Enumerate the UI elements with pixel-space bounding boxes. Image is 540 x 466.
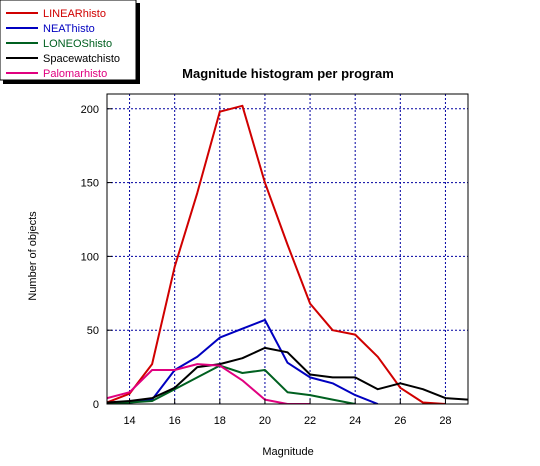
- y-tick-label: 200: [81, 104, 99, 116]
- series-line-spacewatchisto: [107, 346, 468, 404]
- series-lines: [107, 104, 468, 404]
- x-tick-label: 20: [259, 415, 271, 427]
- legend-entry-label: LONEOShisto: [43, 38, 112, 50]
- series-line-linearhisto: [107, 104, 446, 404]
- y-tick-label: 0: [93, 399, 99, 411]
- x-tick-label: 22: [304, 415, 316, 427]
- x-tick-label: 14: [123, 415, 135, 427]
- legend-entry-label: Spacewatchisto: [43, 53, 120, 65]
- legend-entry-label: NEAThisto: [43, 23, 95, 35]
- y-tick-label: 150: [81, 178, 99, 190]
- legend-entry-label: LINEARhisto: [43, 8, 106, 20]
- legend: LINEARhisto NEAThisto LONEOShisto Spacewatc…: [0, 0, 140, 84]
- chart-title: Magnitude histogram per program: [182, 66, 394, 81]
- series-line-loneoshisto: [107, 364, 356, 404]
- x-tick-label: 18: [214, 415, 226, 427]
- series-line-palomarhisto: [107, 363, 311, 404]
- x-tick-label: 28: [439, 415, 451, 427]
- series-line-neathisto: [107, 318, 379, 404]
- x-axis-label: Magnitude: [262, 446, 313, 458]
- y-axis-label: Number of objects: [27, 211, 39, 301]
- axis-ticks: 14 16 18 20 22 24 26 28 0 50 100 150 200: [81, 104, 452, 427]
- x-tick-label: 16: [169, 415, 181, 427]
- x-tick-label: 26: [394, 415, 406, 427]
- y-tick-label: 100: [81, 251, 99, 263]
- x-tick-label: 24: [349, 415, 361, 427]
- legend-entry-label: Palomarhisto: [43, 68, 107, 80]
- plot-frame: [106, 93, 469, 405]
- y-tick-label: 50: [87, 325, 99, 337]
